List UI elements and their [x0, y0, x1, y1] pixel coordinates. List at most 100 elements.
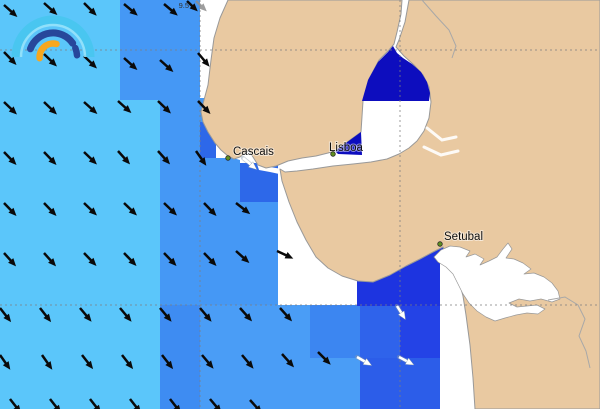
wind-arrow [194, 150, 207, 166]
arrow-head [286, 359, 295, 368]
wind-arrow [209, 398, 221, 409]
arrow-head [213, 404, 221, 409]
wind-arrow [3, 101, 17, 115]
arrow-head [201, 58, 210, 67]
wind-arrow [163, 252, 177, 266]
arrow-head [48, 207, 57, 216]
water-channel [425, 126, 458, 142]
wind-speed-cell [0, 100, 160, 409]
brand-logo-icon[interactable] [11, 15, 95, 62]
wind-speed-cell [200, 305, 310, 409]
wind-arrow-white [394, 303, 406, 320]
wind-arrow [83, 2, 97, 16]
land-layer [200, 0, 600, 409]
arrow-head [241, 255, 250, 264]
river-line [421, 0, 457, 59]
wind-arrow-white [240, 155, 258, 170]
arrow-head [43, 313, 52, 323]
wind-arrow [3, 51, 17, 65]
wind-arrow [43, 101, 57, 115]
logo-middle-arc-segment [72, 44, 81, 59]
wind-speed-cell [360, 305, 400, 358]
arrow-head [88, 207, 97, 216]
wind-arrow-gray [195, 0, 207, 12]
wind-arrow [197, 100, 211, 114]
wind-arrow [117, 100, 132, 114]
wind-arrow [43, 53, 57, 67]
arrow-head [48, 156, 57, 165]
logo-inner-arc [36, 40, 60, 62]
city-dot-icon [225, 155, 231, 161]
wind-speed-cell [160, 202, 278, 305]
wind-arrow [9, 398, 21, 409]
wind-arrow [169, 398, 181, 409]
arrow-head [13, 404, 21, 409]
arrow-head [173, 404, 181, 409]
arrow-head [88, 257, 97, 266]
arrow-head [198, 3, 207, 12]
wind-arrow [123, 57, 138, 71]
tejo-estuary-wind-cell [335, 132, 362, 155]
wind-arrow [279, 307, 293, 322]
arrow-head [169, 7, 178, 16]
arrow-head [165, 360, 174, 370]
wind-arrow [43, 151, 57, 165]
city-marker[interactable]: Cascais [225, 145, 275, 161]
wind-cells-layer [0, 0, 452, 409]
logo-outer-arc [11, 15, 95, 58]
arrow-head [133, 404, 141, 409]
city-dot-icon [330, 151, 336, 157]
wind-arrow [119, 307, 132, 322]
arrow-head [284, 313, 293, 322]
arrow-head [162, 105, 171, 114]
logo-middle-arc [26, 29, 77, 53]
arrow-head [202, 105, 211, 114]
wind-arrow [83, 202, 97, 216]
wind-arrow [281, 353, 295, 368]
wind-arrow [3, 252, 17, 267]
arrow-head [284, 252, 294, 259]
wind-arrow [317, 351, 331, 365]
arrow-head [129, 7, 138, 16]
arrow-head [2, 361, 11, 370]
wind-arrow [0, 354, 11, 370]
wind-arrow [83, 151, 97, 165]
wind-arrow [43, 202, 57, 216]
wind-arrow [235, 250, 250, 264]
arrow-head [128, 207, 137, 216]
arrow-head [8, 207, 17, 216]
arrow-head [125, 360, 134, 370]
wind-arrow [123, 3, 138, 16]
arrow-head [88, 7, 97, 16]
station-overlay: 9.5 [179, 0, 198, 12]
arrow-head [241, 206, 251, 215]
city-marker[interactable]: Lisboa [328, 141, 364, 157]
arrow-head [208, 257, 217, 266]
wind-arrow [276, 249, 294, 259]
wind-arrow [241, 354, 254, 369]
arrow-head [168, 257, 177, 266]
arrow-head [128, 257, 137, 266]
wind-arrow [117, 150, 131, 165]
wind-arrow [83, 101, 98, 115]
wind-arrows-layer [0, 0, 415, 409]
wind-arrow [235, 202, 251, 215]
arrow-head [362, 358, 373, 366]
wind-arrow [83, 252, 97, 266]
wind-speed-cell [310, 358, 360, 409]
city-label: Lisboa [329, 142, 363, 154]
city-marker[interactable]: Setubal [437, 230, 484, 247]
wind-arrow [249, 399, 261, 409]
arrow-head [203, 313, 212, 322]
wind-arrow [3, 151, 17, 165]
logo-outer-highlight [19, 23, 87, 58]
wind-arrow [157, 100, 171, 114]
arrow-head [89, 106, 98, 115]
city-dot-icon [437, 241, 443, 247]
arrow-head [49, 7, 58, 16]
arrow-head [3, 313, 12, 323]
sado-estuary-water [433, 242, 561, 322]
